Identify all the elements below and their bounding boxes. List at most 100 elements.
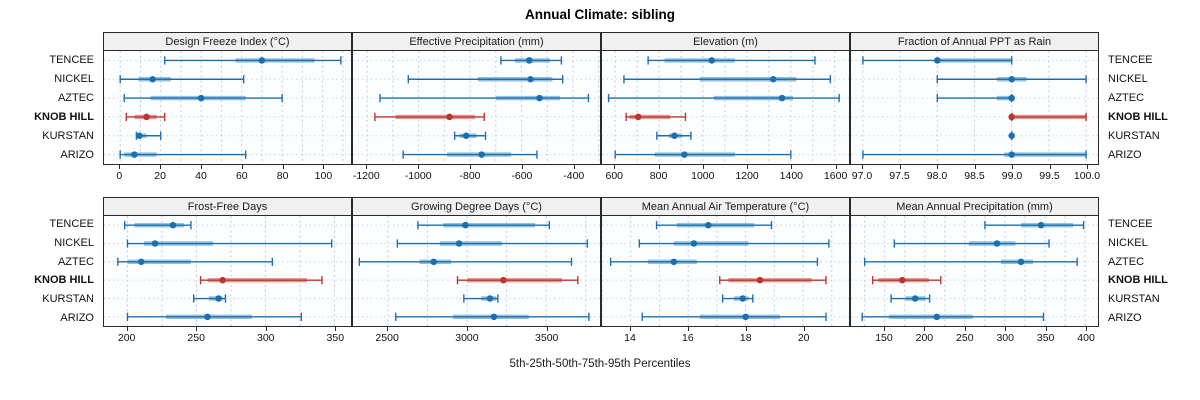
site-label-nickel: NICKEL [1108, 237, 1148, 249]
axis-tick-label: 250 [956, 332, 974, 344]
site-label-kurstan: KURSTAN [1108, 293, 1160, 306]
axis-tick-label: 80 [276, 170, 289, 182]
plot-growing-degree-days [352, 215, 601, 327]
axis-tick-label: 350 [1036, 332, 1055, 344]
axis-tick-label: 2500 [375, 332, 399, 344]
axis-tick-mark [521, 165, 523, 169]
axis-tick-mark [200, 165, 202, 169]
axis-tick-label: 60 [235, 170, 248, 182]
panel-strip-mean-annual-precipitation: Mean Annual Precipitation (mm) [850, 197, 1099, 215]
site-labels-left-top: TENCEE NICKEL AZTEC KNOB HILL KURSTAN AR… [0, 50, 103, 165]
axis-tick-label: 600 [605, 170, 624, 182]
site-labels-right-top: TENCEE NICKEL AZTEC KNOB HILL KURSTAN AR… [1099, 50, 1200, 165]
panel-title: Growing Degree Days (°C) [411, 200, 542, 213]
axis-tick-mark [937, 165, 938, 169]
panel-title: Mean Annual Air Temperature (°C) [641, 200, 810, 213]
axis-tick-mark [126, 327, 128, 331]
axis-tick-mark [924, 327, 926, 331]
site-label-aztec: AZTEC [1108, 91, 1145, 104]
axis-tick-mark [1087, 165, 1088, 169]
x-axis-design-freeze-index: 0 20 40 60 80 100 [103, 165, 352, 187]
plot-elevation [601, 50, 850, 165]
site-label-kurstan: KURSTAN [42, 293, 94, 306]
axis-tick-label: 20 [154, 170, 166, 182]
site-label-nickel: NICKEL [54, 72, 94, 85]
panel-mean-annual-precipitation: Mean Annual Precipitation (mm) 150 200 250… [850, 197, 1099, 349]
axis-tick-label: 1400 [779, 170, 804, 182]
site-label-kurstan: KURSTAN [42, 130, 94, 143]
site-label-arizo: ARIZO [60, 149, 94, 162]
axis-tick-label: 97.5 [889, 170, 910, 182]
x-axis-mean-annual-precipitation: 150 200 250 300 350 400 [850, 327, 1099, 349]
x-axis-mean-annual-air-temperature: 14 16 18 20 [601, 327, 850, 349]
site-label-knob-hill: KNOB HILL [1108, 111, 1168, 124]
site-label-tencee: TENCEE [1108, 53, 1153, 66]
site-label-nickel: NICKEL [54, 237, 94, 249]
axis-tick-label: 97.0 [851, 170, 873, 182]
axis-tick-label: 100.0 [1073, 170, 1101, 182]
axis-tick-mark [546, 327, 548, 331]
axis-tick-label: 350 [326, 332, 345, 344]
panels-bottom: Frost-Free Days 200 250 300 350 Growing Deg… [103, 197, 1099, 349]
panel-frost-free-days: Frost-Free Days 200 250 300 350 [103, 197, 352, 349]
axis-tick-label: 99.5 [1039, 170, 1060, 182]
axis-tick-mark [265, 327, 267, 331]
plot-frost-free-days [103, 215, 352, 327]
panel-strip-frost-free-days: Frost-Free Days [103, 197, 352, 215]
site-labels-left-bottom: TENCEE NICKEL AZTEC KNOB HILL KURSTAN AR… [0, 215, 103, 327]
axis-tick-label: 14 [624, 332, 636, 344]
axis-tick-label: 40 [195, 170, 207, 182]
x-axis-effective-precipitation: -1200 -1000 -800 -600 -400 [352, 165, 601, 187]
axis-tick-label: 100 [314, 170, 333, 182]
axis-tick-mark [323, 165, 325, 169]
axis-tick-label: 20 [797, 332, 810, 344]
axis-tick-mark [387, 327, 389, 331]
axis-tick-mark [791, 165, 793, 169]
axis-tick-mark [119, 165, 121, 169]
site-label-arizo: ARIZO [60, 311, 94, 324]
axis-tick-label: 150 [875, 332, 893, 344]
axis-tick-mark [747, 165, 749, 169]
axis-tick-label: 300 [996, 332, 1014, 344]
axis-tick-label: 200 [117, 332, 136, 344]
axis-tick-label: 300 [256, 332, 275, 344]
axis-tick-label: 3000 [455, 332, 479, 344]
axis-tick-label: -800 [459, 170, 481, 182]
axis-tick-mark [702, 165, 704, 169]
axis-tick-mark [196, 327, 198, 331]
site-label-knob-hill: KNOB HILL [34, 111, 94, 124]
axis-tick-label: -1000 [404, 170, 432, 182]
site-label-tencee: TENCEE [1108, 218, 1153, 231]
axis-tick-label: -600 [511, 170, 533, 182]
axis-tick-mark [974, 165, 976, 169]
axis-tick-label: 800 [649, 170, 668, 182]
axis-tick-label: -1200 [352, 170, 380, 182]
axis-tick-mark [835, 165, 837, 169]
panel-effective-precipitation: Effective Precipitation (mm) -1200 -1000 -… [352, 32, 601, 187]
trellis-row-top: TENCEE NICKEL AZTEC KNOB HILL KURSTAN AR… [0, 32, 1200, 187]
axis-tick-label: 250 [187, 332, 205, 344]
site-label-tencee: TENCEE [49, 218, 94, 231]
axis-tick-mark [1045, 327, 1047, 331]
axis-tick-label: 1600 [823, 170, 848, 182]
axis-tick-mark [366, 165, 368, 169]
panel-mean-annual-air-temperature: Mean Annual Air Temperature (°C) 14 16 18 2… [601, 197, 850, 349]
panel-strip-elevation: Elevation (m) [601, 32, 850, 50]
site-label-aztec: AZTEC [57, 255, 94, 268]
site-label-nickel: NICKEL [1108, 72, 1148, 85]
site-label-arizo: ARIZO [1108, 149, 1142, 162]
axis-tick-mark [964, 327, 966, 331]
axis-tick-label: 99.0 [1001, 170, 1023, 182]
trellis-row-bottom: TENCEE NICKEL AZTEC KNOB HILL KURSTAN AR… [0, 197, 1200, 349]
axis-tick-mark [573, 165, 575, 169]
site-label-aztec: AZTEC [57, 91, 94, 104]
axis-tick-label: 18 [739, 332, 752, 344]
axis-tick-mark [862, 165, 863, 169]
axis-tick-label: 16 [682, 332, 694, 344]
panel-title: Design Freeze Index (°C) [165, 35, 290, 48]
axis-tick-mark [614, 165, 616, 169]
site-label-arizo: ARIZO [1108, 311, 1142, 324]
plot-mean-annual-precipitation [850, 215, 1099, 327]
panel-strip-effective-precipitation: Effective Precipitation (mm) [352, 32, 601, 50]
